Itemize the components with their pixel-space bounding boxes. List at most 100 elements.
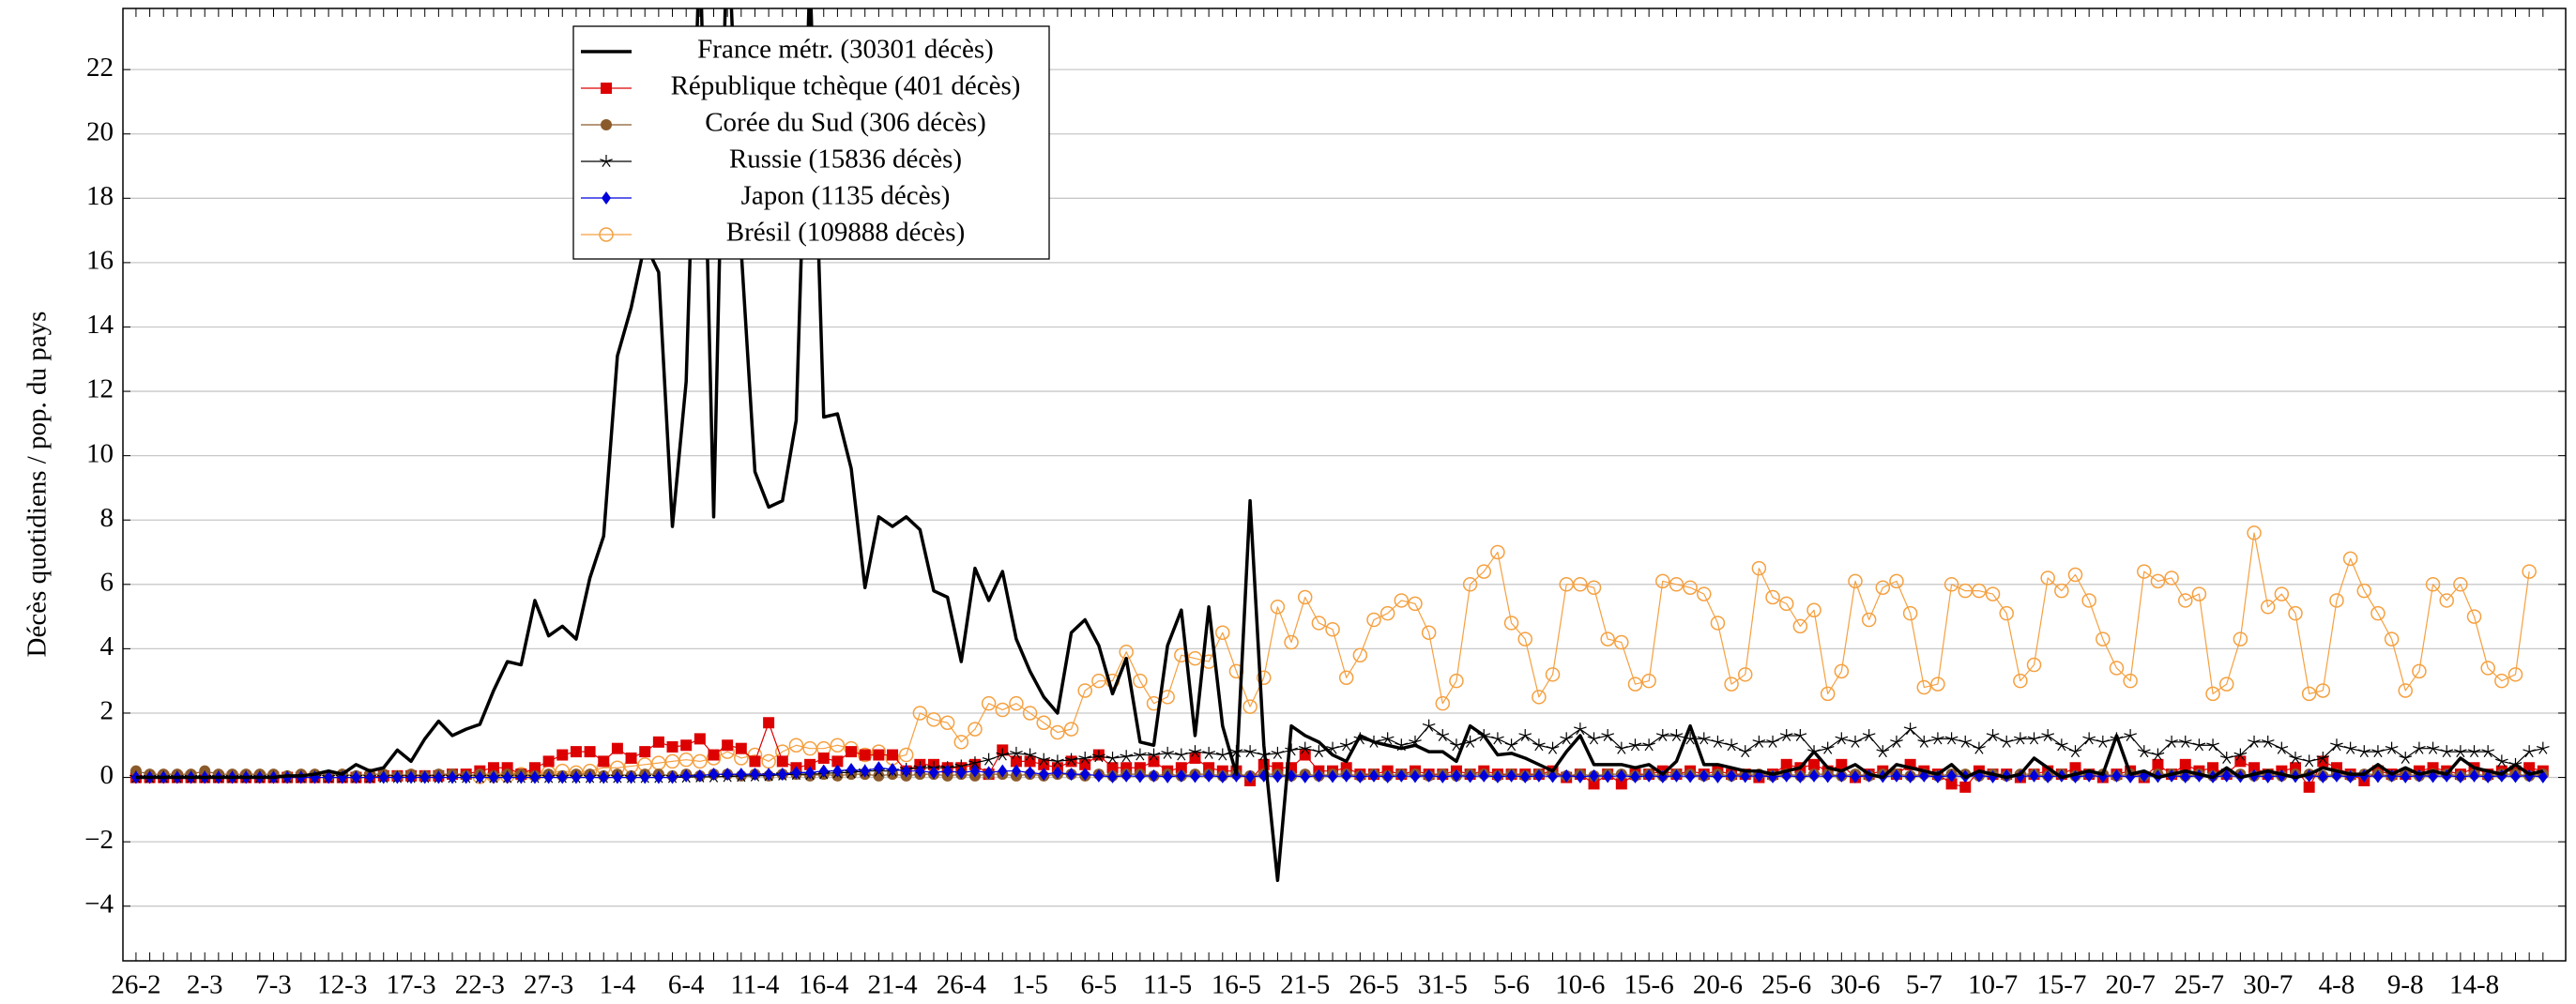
marker: [1106, 762, 1119, 774]
marker: [1685, 769, 1696, 783]
marker: [1959, 781, 1972, 793]
marker: [873, 769, 885, 782]
marker: [982, 753, 996, 766]
marker: [542, 755, 555, 768]
marker: [1614, 741, 1628, 754]
marker: [653, 770, 663, 784]
marker: [2522, 564, 2537, 579]
marker: [600, 155, 613, 168]
marker: [1713, 769, 1723, 783]
marker: [1490, 544, 1505, 560]
marker: [859, 749, 871, 761]
marker: [1627, 677, 1643, 692]
x-tick-label: 21-5: [1280, 970, 1330, 999]
marker: [1973, 741, 1986, 754]
marker: [1189, 752, 1201, 764]
marker: [1697, 586, 1712, 601]
marker: [2191, 586, 2207, 601]
marker: [1050, 724, 1065, 740]
marker: [749, 755, 761, 768]
marker: [2398, 683, 2414, 698]
marker: [1204, 768, 1214, 783]
x-tick-label: 26-2: [111, 970, 160, 999]
marker: [1326, 741, 1339, 754]
x-tick-label: 16-5: [1212, 970, 1261, 999]
x-tick-label: 12-3: [317, 970, 367, 999]
marker: [2453, 577, 2468, 592]
marker: [1133, 673, 1148, 689]
marker: [1338, 670, 1354, 685]
marker: [2096, 631, 2111, 647]
marker: [1311, 616, 1327, 631]
marker: [981, 695, 997, 711]
marker: [2137, 564, 2152, 579]
marker: [968, 756, 982, 769]
marker: [1504, 738, 1518, 752]
marker: [1105, 751, 1120, 764]
x-tick-label: 22-3: [455, 970, 505, 999]
marker: [1669, 728, 1684, 741]
marker: [2260, 600, 2276, 615]
marker: [406, 770, 417, 784]
marker: [601, 119, 612, 130]
marker: [1352, 647, 1368, 662]
x-tick-label: 5-6: [1493, 970, 1530, 999]
y-tick-label: 6: [100, 567, 114, 597]
marker: [529, 770, 540, 784]
marker: [1848, 573, 1863, 589]
marker: [1010, 746, 1023, 759]
marker: [1518, 728, 1532, 741]
marker: [1314, 768, 1324, 783]
marker: [1834, 663, 1850, 679]
marker: [709, 768, 719, 782]
marker: [818, 764, 829, 778]
marker: [1589, 768, 1599, 783]
marker: [1655, 573, 1670, 589]
marker: [419, 770, 430, 784]
marker: [2248, 762, 2261, 774]
marker: [2261, 735, 2275, 748]
marker: [1174, 748, 1188, 761]
marker: [2507, 667, 2523, 682]
marker: [681, 768, 692, 783]
marker: [667, 770, 678, 784]
marker: [2219, 751, 2233, 764]
y-tick-label: 22: [86, 53, 114, 83]
marker: [2233, 631, 2248, 647]
x-tick-label: 10-7: [1968, 970, 2018, 999]
legend-label: Brésil (109888 décès): [726, 218, 966, 248]
marker: [956, 766, 967, 780]
marker: [1052, 766, 1062, 780]
marker: [804, 758, 816, 770]
x-tick-label: 10-6: [1555, 970, 1605, 999]
marker: [2164, 570, 2179, 586]
marker: [1080, 768, 1090, 782]
marker: [1188, 745, 1202, 758]
marker: [2481, 745, 2495, 758]
marker: [1024, 755, 1036, 768]
marker: [693, 753, 708, 769]
x-tick-label: 6-5: [1081, 970, 1118, 999]
marker: [2303, 781, 2315, 793]
marker: [1037, 753, 1051, 766]
marker: [1121, 768, 1132, 783]
marker: [351, 770, 361, 784]
marker: [2342, 551, 2358, 567]
marker: [1792, 618, 1808, 634]
y-tick-label: 8: [100, 503, 114, 533]
marker: [602, 191, 611, 205]
marker: [1449, 673, 1464, 689]
marker: [2221, 768, 2232, 783]
legend-label: Russie (15836 décès): [729, 145, 962, 175]
marker: [1711, 735, 1725, 748]
marker: [488, 770, 498, 784]
x-tick-label: 30-7: [2243, 970, 2293, 999]
marker: [1930, 677, 1945, 692]
marker: [2538, 769, 2548, 783]
marker: [1450, 738, 1463, 752]
marker: [1187, 650, 1203, 666]
marker: [1972, 583, 1987, 599]
marker: [1575, 769, 1585, 783]
marker: [1339, 738, 1353, 752]
marker: [2233, 748, 2248, 761]
